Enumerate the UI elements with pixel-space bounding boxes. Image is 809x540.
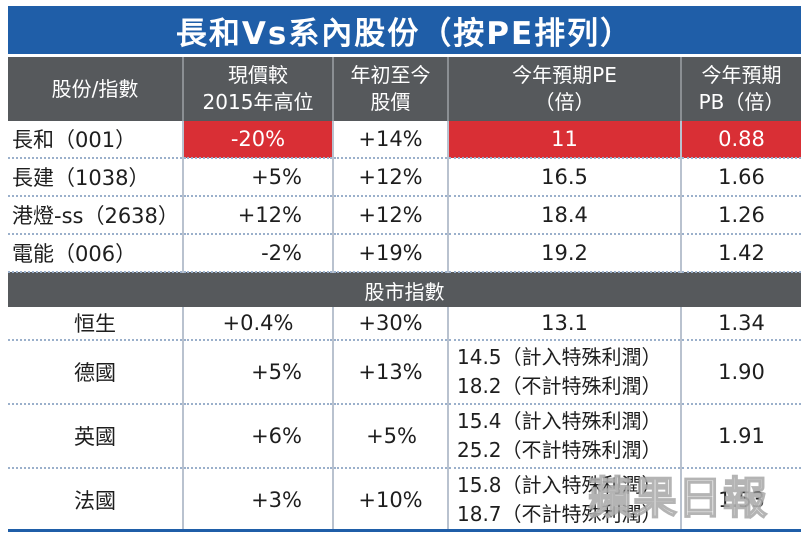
ytd-value: +13%: [332, 340, 448, 405]
pb-value: 1.53: [680, 468, 801, 531]
bottom-rule: [8, 529, 801, 532]
table-row: 德國 +5% +13% 14.5（計入特殊利潤） 18.2（不計特殊利潤） 1.9…: [8, 340, 801, 405]
vs-high-value: +5%: [182, 340, 333, 405]
pb-value: 0.88: [680, 121, 801, 159]
pb-value: 1.66: [680, 158, 801, 197]
ytd-value: +19%: [332, 234, 448, 273]
vs-high-value: +5%: [182, 158, 333, 197]
pe-value: 19.2: [447, 234, 681, 273]
table-title: 長和Vs系內股份（按PE排列）: [8, 6, 801, 54]
ytd-value: +30%: [332, 307, 448, 341]
pe-value: 13.1: [447, 307, 681, 341]
table-row: 長和（001） -20% +14% 11 0.88: [8, 121, 801, 159]
vs-high-value: +12%: [182, 196, 333, 235]
header-stock-index: 股份/指數: [8, 57, 183, 121]
table-row: 法國 +3% +10% 15.8（計入特殊利潤） 18.7（不計特殊利潤） 1.5…: [8, 468, 801, 531]
pb-value: 1.91: [680, 404, 801, 469]
pb-value: 1.42: [680, 234, 801, 273]
vs-high-value: -20%: [182, 121, 333, 159]
stock-name: 長和（001）: [8, 121, 183, 159]
ytd-value: +12%: [332, 158, 448, 197]
pe-with-special: 15.4（計入特殊利潤）: [457, 409, 662, 433]
index-name: 英國: [8, 404, 183, 469]
section-header-row: 股市指數: [8, 272, 801, 307]
pe-value: 18.4: [447, 196, 681, 235]
pb-value: 1.26: [680, 196, 801, 235]
table-row: 恒生 +0.4% +30% 13.1 1.34: [8, 307, 801, 341]
header-pb-line1: 今年預期: [701, 63, 782, 87]
ytd-value: +12%: [332, 196, 448, 235]
header-vs-high-line2: 2015年高位: [202, 90, 314, 114]
table-row: 長建（1038） +5% +12% 16.5 1.66: [8, 158, 801, 197]
header-pe-line2: （倍）: [534, 90, 595, 114]
index-name: 恒生: [8, 307, 183, 341]
table-row: 電能（006） -2% +19% 19.2 1.42: [8, 234, 801, 273]
header-ytd-line1: 年初至今: [350, 63, 431, 87]
index-name: 法國: [74, 489, 116, 513]
index-name: 德國: [8, 340, 183, 405]
vs-high-value: +0.4%: [182, 307, 333, 341]
header-vs-2015-high: 現價較 2015年高位: [182, 57, 333, 121]
pe-value: 11: [447, 121, 681, 159]
pe-without-special: 25.2（不計特殊利潤）: [457, 438, 662, 462]
ytd-value: +14%: [332, 121, 448, 159]
pb-value: 1.90: [680, 340, 801, 405]
ytd-value: +10%: [332, 468, 448, 531]
stock-name: 港燈-ss（2638）: [8, 196, 183, 235]
comparison-table: 股份/指數 現價較 2015年高位 年初至今股價 今年預期PE （倍） 今年預期 PB…: [8, 57, 801, 531]
section-label: 股市指數: [8, 272, 801, 307]
header-ytd-price: 年初至今 股價: [332, 57, 448, 121]
header-row: 股份/指數 現價較 2015年高位 年初至今股價 今年預期PE （倍） 今年預期 PB…: [8, 57, 801, 121]
table-row: 英國 +6% +5% 15.4（計入特殊利潤） 25.2（不計特殊利潤） 1.91: [8, 404, 801, 469]
table-row: 港燈-ss（2638） +12% +12% 18.4 1.26: [8, 196, 801, 235]
header-pe-line1: 今年預期PE: [512, 63, 617, 87]
header-ytd-line2: 股價: [370, 90, 411, 114]
pe-value: 15.4（計入特殊利潤） 25.2（不計特殊利潤）: [447, 404, 681, 469]
stock-name: 長建（1038）: [8, 158, 183, 197]
ytd-value: +5%: [332, 404, 448, 469]
header-expected-pb: 今年預期 PB（倍）: [680, 57, 801, 121]
pe-value: 14.5（計入特殊利潤） 18.2（不計特殊利潤）: [447, 340, 681, 405]
header-vs-high-line1: 現價較: [228, 63, 288, 87]
stock-name: 電能（006）: [8, 234, 183, 273]
vs-high-value: -2%: [182, 234, 333, 273]
header-expected-pe: 今年預期PE （倍）: [447, 57, 681, 121]
pe-value: 16.5: [447, 158, 681, 197]
pb-value: 1.34: [680, 307, 801, 341]
pe-with-special: 14.5（計入特殊利潤）: [457, 345, 662, 369]
pe-without-special: 18.2（不計特殊利潤）: [457, 374, 662, 398]
pe-with-special: 15.8（計入特殊利潤）: [457, 473, 662, 497]
header-pb-line2: PB（倍）: [698, 90, 785, 114]
header-stock-index-label: 股份/指數: [51, 76, 139, 101]
pe-value: 15.8（計入特殊利潤） 18.7（不計特殊利潤）: [447, 468, 681, 531]
pe-without-special: 18.7（不計特殊利潤）: [457, 502, 662, 526]
vs-high-value: +3%: [182, 468, 333, 531]
vs-high-value: +6%: [182, 404, 333, 469]
